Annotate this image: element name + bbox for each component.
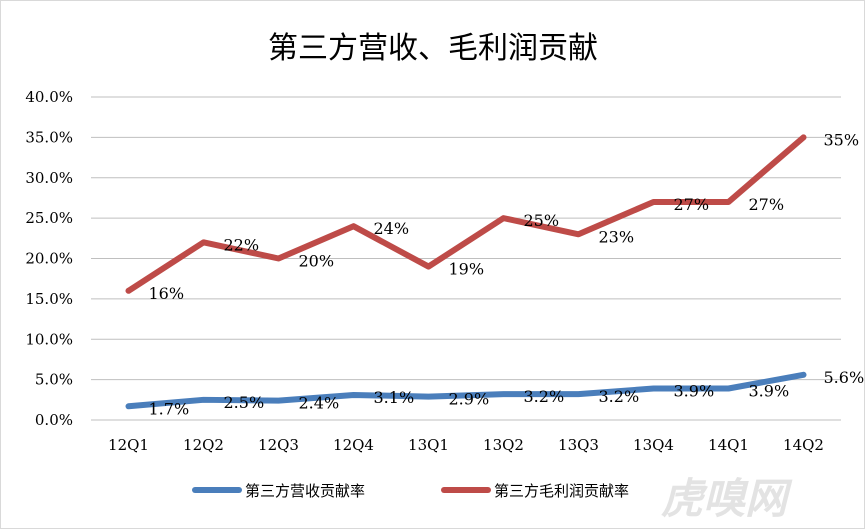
y-tick-label: 35.0% bbox=[25, 128, 73, 146]
y-tick-label: 5.0% bbox=[35, 371, 73, 389]
x-tick-label: 14Q1 bbox=[708, 436, 749, 454]
watermark-logo: 虎嗅网 bbox=[661, 474, 793, 523]
data-label: 20% bbox=[299, 252, 335, 271]
data-label: 2.5% bbox=[224, 393, 265, 412]
data-label: 5.6% bbox=[824, 368, 865, 387]
x-tick-label: 13Q2 bbox=[483, 436, 524, 454]
y-tick-label: 15.0% bbox=[25, 290, 73, 308]
data-label: 16% bbox=[149, 284, 185, 303]
y-tick-label: 10.0% bbox=[25, 330, 73, 348]
y-axis-ticks: 0.0% 5.0% 10.0% 15.0% 20.0% 25.0% 30.0% 35.0% 40… bbox=[25, 88, 73, 429]
data-label: 2.9% bbox=[449, 390, 490, 409]
y-tick-label: 20.0% bbox=[25, 250, 73, 268]
y-tick-label: 30.0% bbox=[25, 169, 73, 187]
series-line-2 bbox=[125, 134, 807, 294]
x-tick-label: 13Q4 bbox=[633, 436, 674, 454]
data-label: 3.9% bbox=[749, 382, 790, 401]
data-label: 3.1% bbox=[374, 388, 415, 407]
x-tick-label: 12Q4 bbox=[333, 436, 374, 454]
data-labels: 1.7% 2.5% 2.4% 3.1% 2.9% 3.2% 3.2% 3.9% 3.9% 5.6%… bbox=[149, 130, 865, 418]
x-tick-label: 12Q1 bbox=[108, 436, 149, 454]
x-tick-label: 14Q2 bbox=[783, 436, 824, 454]
x-tick-label: 13Q1 bbox=[408, 436, 449, 454]
x-axis-ticks: 12Q1 12Q2 12Q3 12Q4 13Q1 13Q2 13Q3 13Q4 14Q1 14Q2 bbox=[108, 436, 824, 454]
x-tick-label: 13Q3 bbox=[558, 436, 599, 454]
data-label: 22% bbox=[224, 235, 260, 254]
data-label: 24% bbox=[374, 219, 410, 238]
legend-label: 第三方营收贡献率 bbox=[245, 482, 365, 500]
y-tick-label: 25.0% bbox=[25, 209, 73, 227]
gridlines bbox=[91, 96, 841, 421]
data-label: 1.7% bbox=[149, 399, 190, 418]
legend: 第三方营收贡献率 第三方毛利润贡献率 bbox=[192, 482, 629, 500]
series-lines bbox=[125, 134, 807, 410]
data-label: 19% bbox=[449, 260, 485, 279]
y-tick-label: 40.0% bbox=[25, 88, 73, 106]
legend-label: 第三方毛利润贡献率 bbox=[494, 482, 629, 500]
chart-title: 第三方营收、毛利润贡献 bbox=[268, 31, 598, 66]
data-label: 2.4% bbox=[299, 394, 340, 413]
data-label: 23% bbox=[599, 227, 635, 246]
data-label: 27% bbox=[674, 195, 710, 214]
data-label: 27% bbox=[749, 195, 785, 214]
x-tick-label: 12Q2 bbox=[183, 436, 224, 454]
data-label: 3.9% bbox=[674, 382, 715, 401]
x-tick-label: 12Q3 bbox=[258, 436, 299, 454]
data-label: 3.2% bbox=[524, 387, 565, 406]
series-line-1 bbox=[125, 371, 807, 410]
data-label: 3.2% bbox=[599, 387, 640, 406]
data-label: 25% bbox=[524, 211, 560, 230]
data-label: 35% bbox=[824, 130, 860, 149]
y-tick-label: 0.0% bbox=[35, 411, 73, 429]
